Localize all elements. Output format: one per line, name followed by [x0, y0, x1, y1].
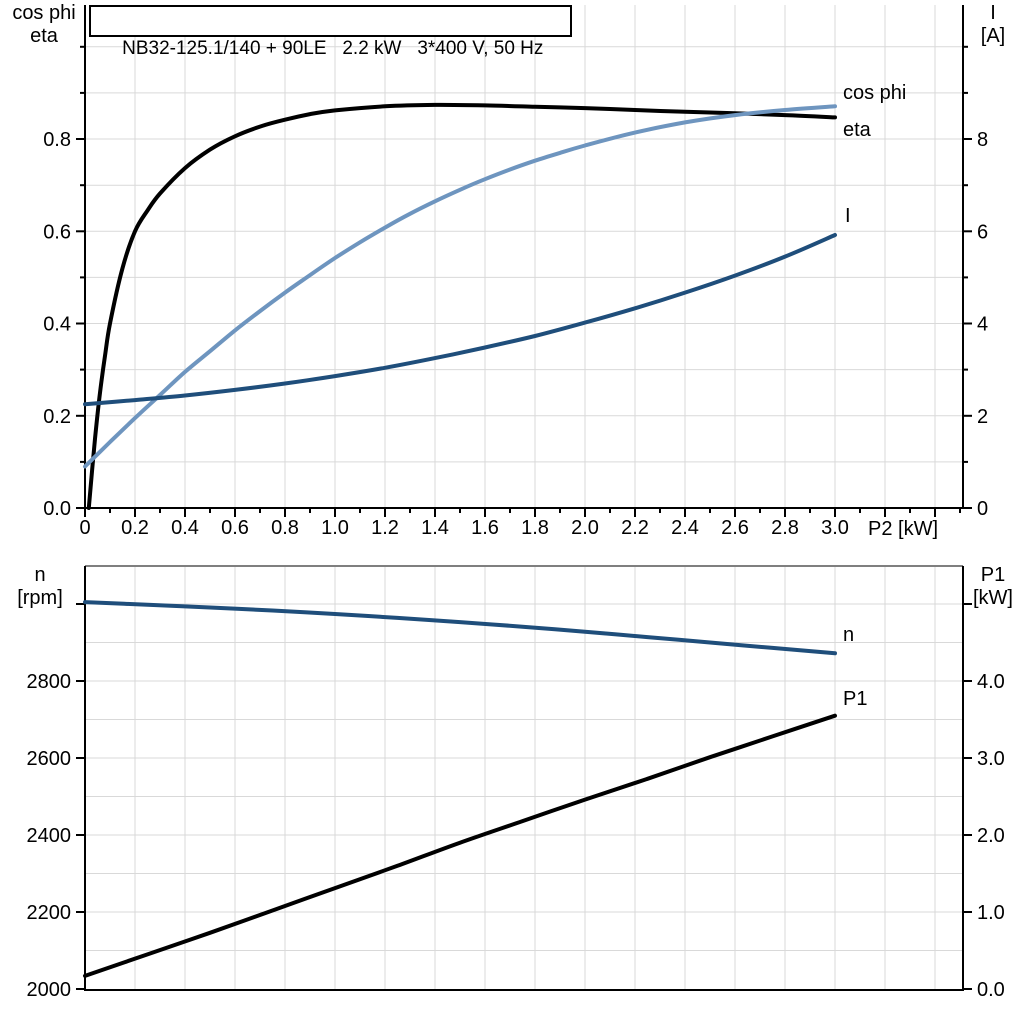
top-left-axis-header: cos phi eta — [6, 2, 82, 48]
axis-header-line: [A] — [980, 25, 1006, 47]
x-tick-label: 0.2 — [121, 517, 149, 539]
right-tick-label: 2.0 — [977, 825, 1005, 847]
curve-eta — [86, 102, 837, 510]
x-tick-label: 0.4 — [171, 517, 199, 539]
right-tick-label: 2 — [977, 406, 988, 428]
x-tick-label: 0 — [79, 517, 90, 539]
left-tick-label: 2000 — [27, 979, 72, 1001]
right-tick-label: 0.0 — [977, 979, 1005, 1001]
bottom-right-axis-header: P1 [kW] — [963, 564, 1023, 610]
right-tick-label: 3.0 — [977, 748, 1005, 770]
top-chart: 0.0 0.2 0.4 0.6 0.8 0 2 4 6 8 0 0.2 0.4 0.6 0.8 1.0 1.2 1… — [43, 5, 988, 539]
x-tick-label: 1.6 — [471, 517, 499, 539]
bottom-chart: 2000 2200 2400 2600 2800 0.0 1.0 2.0 3.0 4.0 n P1 — [27, 565, 1005, 1001]
x-tick-label: 1.4 — [421, 517, 449, 539]
right-tick-label: 4 — [977, 314, 988, 336]
x-tick-label: 1.8 — [521, 517, 549, 539]
left-tick-label: 0.4 — [43, 314, 71, 336]
axes — [84, 565, 964, 991]
tick-labels: 2000 2200 2400 2600 2800 0.0 1.0 2.0 3.0 4.0 — [27, 671, 1005, 1001]
left-tick-label: 0.2 — [43, 406, 71, 428]
curves: n P1 — [83, 600, 867, 978]
x-tick-label: 3.0 — [821, 517, 849, 539]
axis-header-line: n — [34, 564, 46, 586]
left-tick-label: 2200 — [27, 902, 72, 924]
curve-label-I: I — [845, 205, 851, 227]
axis-header-line: eta — [30, 25, 58, 47]
gridlines — [85, 5, 963, 508]
x-tick-label: 2.4 — [671, 517, 699, 539]
ticks — [76, 45, 972, 517]
chart-title: NB32-125.1/140 + 90LE 2.2 kW 3*400 V, 50… — [122, 38, 544, 59]
x-tick-label: 2.6 — [721, 517, 749, 539]
right-tick-label: 4.0 — [977, 671, 1005, 693]
bottom-left-axis-header: n [rpm] — [2, 564, 78, 610]
axis-header-line: P1 — [980, 564, 1006, 586]
right-tick-label: 8 — [977, 129, 988, 151]
curve-label-cos-phi: cos phi — [843, 82, 906, 104]
x-tick-label: 2.0 — [571, 517, 599, 539]
curve-n — [83, 600, 837, 656]
top-right-axis-header: I [A] — [963, 2, 1023, 48]
right-tick-label: 1.0 — [977, 902, 1005, 924]
curve-label-n: n — [843, 624, 854, 646]
x-axis-title: P2 [kW] — [868, 518, 939, 540]
left-tick-label: 2800 — [27, 671, 72, 693]
x-tick-label: 2.2 — [621, 517, 649, 539]
axes — [84, 5, 964, 509]
x-tick-label: 0.8 — [271, 517, 299, 539]
x-tick-label: 1.0 — [321, 517, 349, 539]
curve-cos-phi — [83, 104, 837, 469]
curve-I — [83, 233, 837, 407]
left-tick-label: 0.0 — [43, 498, 71, 520]
ticks — [76, 603, 972, 990]
axis-header-line: [rpm] — [17, 587, 63, 609]
left-tick-label: 2400 — [27, 825, 72, 847]
curves: eta cos phi I — [83, 82, 906, 510]
axis-header-line: cos phi — [12, 2, 76, 24]
x-tick-label: 0.6 — [221, 517, 249, 539]
chart-title-box: NB32-125.1/140 + 90LE 2.2 kW 3*400 V, 50… — [89, 5, 572, 59]
left-tick-label: 0.8 — [43, 129, 71, 151]
left-tick-label: 2600 — [27, 748, 72, 770]
curve-label-eta: eta — [843, 119, 872, 141]
axis-header-line: [kW] — [973, 587, 1013, 609]
x-tick-label: 1.2 — [371, 517, 399, 539]
axis-header-line: I — [990, 2, 996, 24]
tick-labels: 0.0 0.2 0.4 0.6 0.8 0 2 4 6 8 0 0.2 0.4 0.6 0.8 1.0 1.2 1… — [43, 129, 988, 539]
right-tick-label: 6 — [977, 221, 988, 243]
gridlines — [85, 565, 963, 990]
curve-P1 — [83, 713, 837, 978]
curve-label-P1: P1 — [843, 688, 867, 710]
x-tick-label: 2.8 — [771, 517, 799, 539]
left-tick-label: 0.6 — [43, 221, 71, 243]
right-tick-label: 0 — [977, 498, 988, 520]
